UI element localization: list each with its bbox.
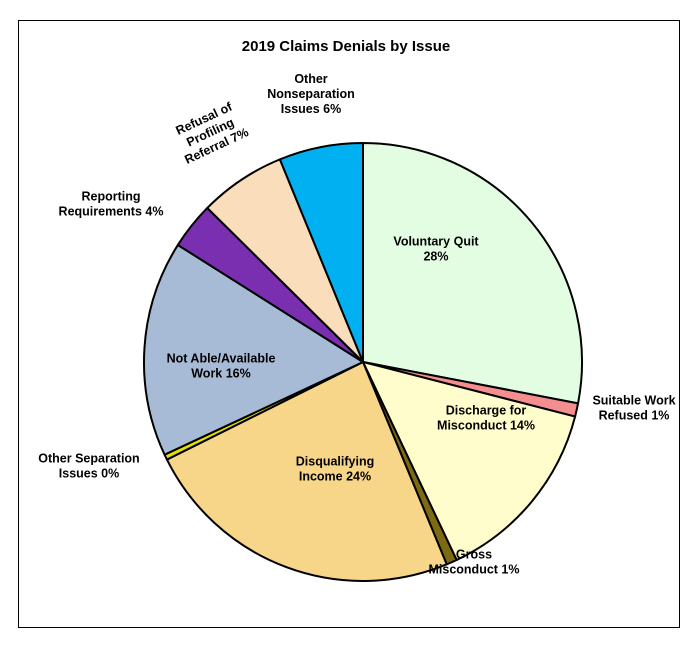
slice-label-line: Discharge for xyxy=(446,404,527,418)
slice-label-other-nonseparation-issues: Other Nonseparation Issues 6% xyxy=(267,72,355,116)
slice-label-not-able-available-work: Not Able/Available Work 16% xyxy=(167,352,276,381)
slice-label-line: Issues 0% xyxy=(59,467,119,481)
slice-label-disqualifying-income: Disqualifying Income 24% xyxy=(296,455,374,484)
slice-label-line: Suitable Work xyxy=(592,394,675,408)
slice-label-line: Misconduct 1% xyxy=(429,563,520,577)
slice-label-gross-misconduct: Gross Misconduct 1% xyxy=(429,548,520,577)
slice-label-line: Issues 6% xyxy=(281,102,341,116)
slice-label-reporting-requirements: Reporting Requirements 4% xyxy=(59,190,164,219)
slice-label-refusal-of-profiling-referral: Refusal ofProfilingReferral 7% xyxy=(170,98,251,167)
slice-label-suitable-work-refused: Suitable Work Refused 1% xyxy=(592,394,675,423)
slice-label-line: Gross xyxy=(456,548,492,562)
slice-label-voluntary-quit: Voluntary Quit 28% xyxy=(393,235,479,264)
pie-slice-voluntary-quit xyxy=(362,142,583,405)
pie-slice-disqualifying-income xyxy=(165,361,448,582)
slice-label-other-separation-issues: Other Separation Issues 0% xyxy=(38,452,139,481)
slice-label-line: Voluntary Quit xyxy=(393,235,479,249)
slice-label-line: Nonseparation xyxy=(267,87,355,101)
chart-title: 2019 Claims Denials by Issue xyxy=(242,38,450,55)
pie-slice-discharge-for-misconduct xyxy=(362,361,577,561)
slice-label-discharge-for-misconduct: Discharge for Misconduct 14% xyxy=(437,404,535,433)
slice-label-line: Other xyxy=(294,72,327,86)
slice-label-line: Refused 1% xyxy=(599,409,670,423)
chart-frame: 2019 Claims Denials by Issue Voluntary Q… xyxy=(18,20,680,628)
pie-slice-not-able-available-work xyxy=(143,243,364,456)
slice-label-line: Work 16% xyxy=(191,367,251,381)
pie-chart: 2019 Claims Denials by Issue Voluntary Q… xyxy=(38,38,676,582)
pie-slice-other-nonseparation-issues xyxy=(278,142,364,363)
slice-label-line: Reporting xyxy=(81,190,140,204)
slice-label-line: Income 24% xyxy=(299,470,371,484)
slice-label-line: Disqualifying xyxy=(296,455,374,469)
slice-label-line: Not Able/Available xyxy=(167,352,276,366)
slice-label-line: Requirements 4% xyxy=(59,205,164,219)
slice-label-line: Misconduct 14% xyxy=(437,419,535,433)
slice-label-line: Other Separation xyxy=(38,452,139,466)
slice-label-line: 28% xyxy=(423,250,448,264)
